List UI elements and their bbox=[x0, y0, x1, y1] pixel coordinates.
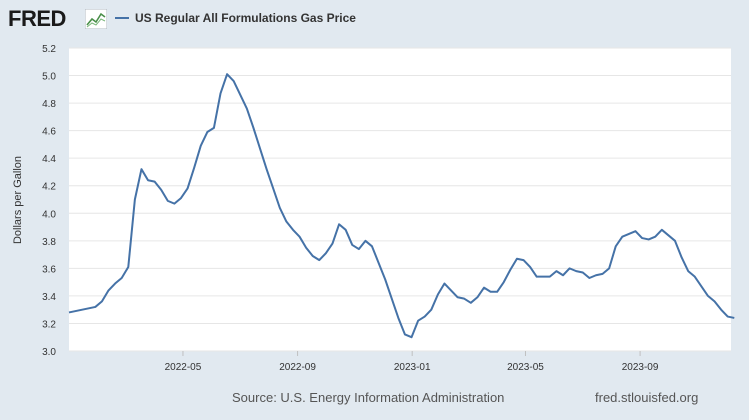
y-tick-label: 4.6 bbox=[42, 127, 56, 138]
x-tick-label: 2023-01 bbox=[394, 362, 431, 373]
legend-label: US Regular All Formulations Gas Price bbox=[135, 11, 356, 25]
fred-logo-graph-icon bbox=[85, 9, 107, 29]
series-line-gas-price[interactable] bbox=[68, 73, 735, 339]
y-axis-ticks: 3.0 3.2 3.4 3.6 3.8 4.0 4.2 4.4 4.6 4.8 5.0 5.2 bbox=[42, 44, 56, 358]
y-tick-label: 4.2 bbox=[42, 182, 56, 193]
y-tick-label: 4.8 bbox=[42, 99, 56, 110]
series-lines bbox=[68, 73, 735, 339]
y-tick-label: 3.2 bbox=[42, 319, 56, 330]
x-tick-label: 2022-05 bbox=[165, 362, 202, 373]
y-tick-label: 3.0 bbox=[42, 347, 56, 358]
y-tick-label: 5.2 bbox=[42, 44, 56, 55]
chart-header: FRED US Regular All Formulations Gas Pri… bbox=[0, 0, 749, 40]
y-tick-label: 3.8 bbox=[42, 237, 56, 248]
y-tick-label: 5.0 bbox=[42, 72, 56, 83]
y-tick-label: 4.4 bbox=[42, 154, 56, 165]
x-axis-ticks: 2022-05 2022-09 2023-01 2023-05 2023-09 bbox=[165, 351, 659, 373]
chart-legend[interactable]: US Regular All Formulations Gas Price bbox=[115, 11, 356, 25]
fred-url-link[interactable]: fred.stlouisfed.org bbox=[595, 390, 699, 405]
x-tick-label: 2023-09 bbox=[622, 362, 659, 373]
y-axis-label: Dollars per Gallon bbox=[12, 156, 24, 244]
y-tick-label: 3.6 bbox=[42, 264, 56, 275]
y-tick-label: 3.4 bbox=[42, 292, 56, 303]
y-tick-label: 4.0 bbox=[42, 209, 56, 220]
x-tick-label: 2022-09 bbox=[279, 362, 316, 373]
source-note: Source: U.S. Energy Information Administ… bbox=[232, 390, 505, 405]
fred-logo[interactable]: FRED bbox=[8, 6, 66, 31]
plot-area bbox=[69, 48, 731, 351]
x-tick-label: 2023-05 bbox=[507, 362, 544, 373]
legend-swatch bbox=[115, 17, 129, 19]
